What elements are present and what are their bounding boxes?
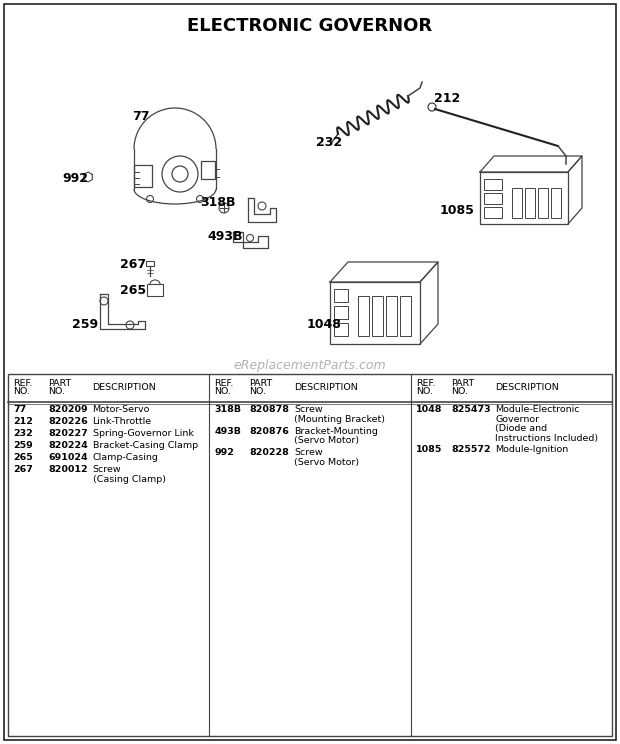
Text: PART: PART: [451, 379, 474, 388]
Text: 77: 77: [132, 109, 149, 123]
Bar: [538, 188, 548, 218]
Bar: [400, 296, 411, 336]
Text: Module-Electronic: Module-Electronic: [495, 405, 580, 414]
Bar: [512, 188, 522, 218]
Text: 493B: 493B: [207, 229, 242, 243]
Text: 265: 265: [120, 283, 146, 297]
Text: DESCRIPTION: DESCRIPTION: [92, 383, 156, 393]
Text: 232: 232: [13, 429, 33, 438]
Text: 265: 265: [13, 453, 33, 462]
Text: 212: 212: [13, 417, 33, 426]
Text: (Servo Motor): (Servo Motor): [294, 458, 359, 466]
Text: REF.: REF.: [215, 379, 234, 388]
Text: 1048: 1048: [307, 318, 342, 330]
Text: 691024: 691024: [48, 453, 88, 462]
Bar: [551, 188, 561, 218]
Bar: [484, 179, 502, 190]
Text: 820227: 820227: [48, 429, 88, 438]
Text: 318B: 318B: [215, 405, 241, 414]
Text: Screw: Screw: [294, 448, 322, 457]
Text: NO.: NO.: [13, 388, 30, 397]
Bar: [147, 284, 163, 296]
Text: (Mounting Bracket): (Mounting Bracket): [294, 414, 385, 423]
Bar: [334, 306, 348, 319]
Bar: [146, 261, 154, 266]
Text: 1048: 1048: [415, 405, 442, 414]
Text: 267: 267: [120, 257, 146, 271]
Bar: [525, 188, 535, 218]
Bar: [134, 165, 152, 187]
Text: DESCRIPTION: DESCRIPTION: [495, 383, 559, 393]
Text: DESCRIPTION: DESCRIPTION: [294, 383, 358, 393]
Text: Clamp-Casing: Clamp-Casing: [92, 453, 159, 462]
Text: Screw: Screw: [294, 405, 322, 414]
Text: Bracket-Mounting: Bracket-Mounting: [294, 426, 378, 435]
Bar: [484, 193, 502, 204]
Text: 212: 212: [434, 92, 460, 104]
Text: 992: 992: [62, 172, 88, 185]
Bar: [358, 296, 369, 336]
Text: Bracket-Casing Clamp: Bracket-Casing Clamp: [92, 441, 198, 450]
Text: 318B: 318B: [200, 196, 236, 208]
Text: NO.: NO.: [250, 388, 267, 397]
Text: 820012: 820012: [48, 465, 88, 474]
Text: Module-Ignition: Module-Ignition: [495, 446, 569, 455]
Text: (Servo Motor): (Servo Motor): [294, 436, 359, 445]
Text: NO.: NO.: [48, 388, 65, 397]
Text: 232: 232: [316, 136, 342, 150]
Text: NO.: NO.: [451, 388, 468, 397]
Text: REF.: REF.: [415, 379, 435, 388]
Bar: [334, 289, 348, 302]
Text: Motor-Servo: Motor-Servo: [92, 405, 150, 414]
Bar: [8, 374, 612, 736]
Text: Screw: Screw: [92, 465, 121, 474]
Text: 825572: 825572: [451, 446, 490, 455]
Text: ELECTRONIC GOVERNOR: ELECTRONIC GOVERNOR: [187, 17, 433, 35]
Text: PART: PART: [48, 379, 71, 388]
Text: Link-Throttle: Link-Throttle: [92, 417, 152, 426]
Text: Governor: Governor: [495, 414, 539, 423]
Text: 820878: 820878: [250, 405, 290, 414]
Text: 820209: 820209: [48, 405, 88, 414]
Text: PART: PART: [250, 379, 273, 388]
Text: 1085: 1085: [440, 204, 475, 217]
Text: 820224: 820224: [48, 441, 88, 450]
Bar: [330, 282, 420, 344]
Text: 259: 259: [72, 318, 98, 330]
Bar: [201, 161, 215, 179]
Text: 259: 259: [13, 441, 33, 450]
Text: (Casing Clamp): (Casing Clamp): [92, 475, 166, 484]
Bar: [8, 374, 612, 736]
Text: 825473: 825473: [451, 405, 490, 414]
Text: 820228: 820228: [250, 448, 290, 457]
Text: eReplacementParts.com: eReplacementParts.com: [234, 359, 386, 373]
Bar: [372, 296, 383, 336]
Text: 493B: 493B: [215, 426, 241, 435]
Text: 267: 267: [13, 465, 33, 474]
Text: NO.: NO.: [415, 388, 433, 397]
Text: Spring-Governor Link: Spring-Governor Link: [92, 429, 193, 438]
Text: REF.: REF.: [13, 379, 32, 388]
Bar: [480, 172, 568, 224]
Text: 820876: 820876: [250, 426, 290, 435]
Bar: [484, 207, 502, 218]
Text: Instructions Included): Instructions Included): [495, 434, 598, 443]
Text: 1085: 1085: [415, 446, 442, 455]
Text: 992: 992: [215, 448, 234, 457]
Text: (Diode and: (Diode and: [495, 424, 547, 433]
Text: 820226: 820226: [48, 417, 88, 426]
Text: 77: 77: [13, 405, 26, 414]
Text: NO.: NO.: [215, 388, 231, 397]
Bar: [386, 296, 397, 336]
Bar: [334, 323, 348, 336]
